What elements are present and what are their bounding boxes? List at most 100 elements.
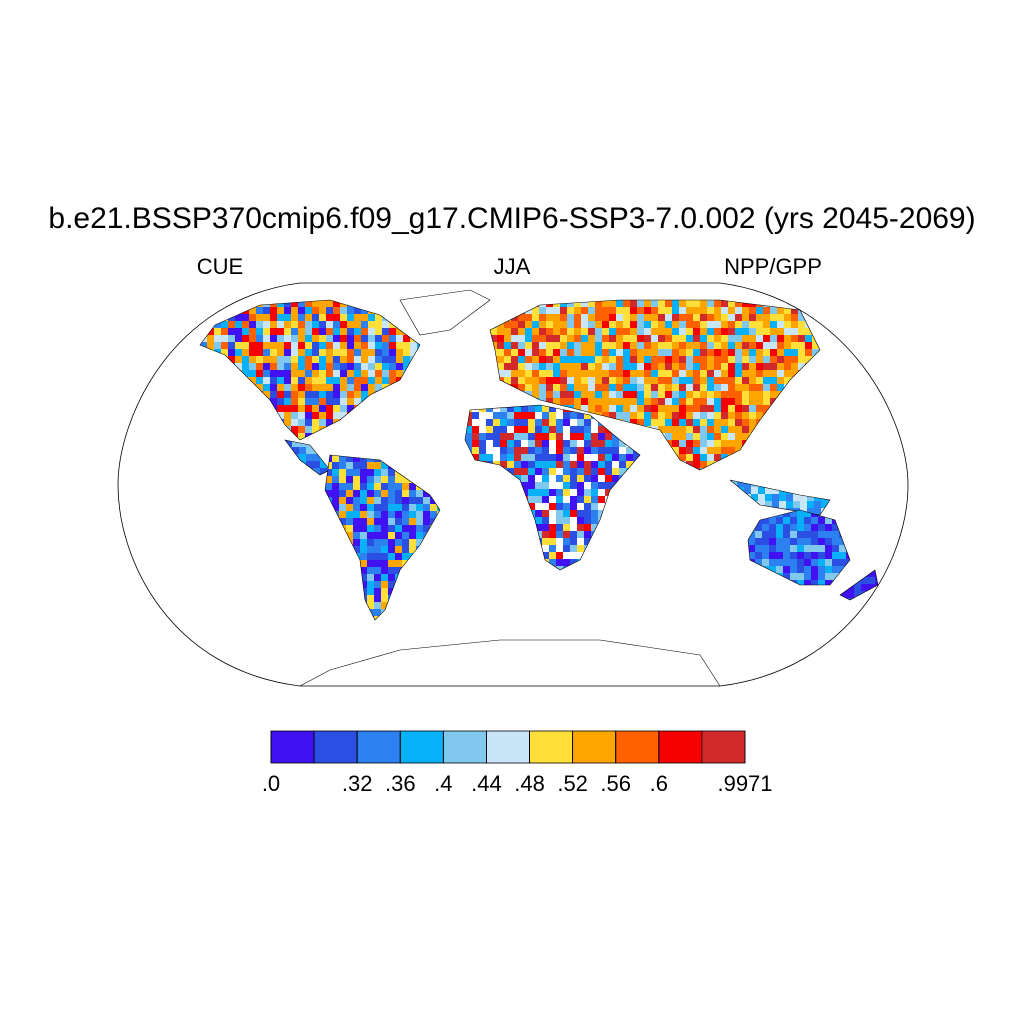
land-cell — [497, 384, 504, 391]
land-cell — [388, 511, 395, 518]
land-cell — [567, 342, 574, 349]
land-cell — [700, 335, 707, 342]
land-cell — [270, 398, 277, 405]
land-cell — [570, 566, 577, 570]
land-cell — [514, 454, 521, 461]
land-cell — [256, 307, 263, 314]
land-cell — [504, 342, 511, 349]
land-cell — [228, 377, 235, 384]
land-cell — [403, 384, 410, 391]
land-cell — [542, 524, 549, 531]
land-cell — [805, 342, 812, 349]
land-cell — [784, 314, 791, 321]
land-cell — [200, 370, 207, 377]
land-cell — [584, 433, 591, 440]
land-cell — [497, 391, 504, 398]
land-cell — [325, 490, 332, 497]
land-cell — [735, 321, 742, 328]
land-cell — [637, 426, 644, 433]
land-cell — [556, 454, 563, 461]
land-cell — [735, 363, 742, 370]
land-cell — [277, 356, 284, 363]
land-cell — [326, 307, 333, 314]
land-cell — [749, 412, 756, 419]
land-cell — [758, 508, 765, 515]
land-cell — [602, 377, 609, 384]
land-cell — [730, 494, 737, 501]
land-cell — [707, 307, 714, 314]
land-cell — [361, 300, 368, 307]
land-cell — [605, 433, 612, 440]
land-cell — [367, 497, 374, 504]
land-cell — [353, 518, 360, 525]
land-cell — [791, 314, 798, 321]
land-cell — [221, 370, 228, 377]
land-cell — [325, 574, 332, 581]
land-cell — [490, 300, 497, 307]
land-cell — [770, 454, 777, 461]
land-cell — [320, 454, 327, 461]
land-cell — [584, 468, 591, 475]
land-cell — [791, 461, 798, 468]
land-cell — [514, 538, 521, 545]
land-cell — [763, 391, 770, 398]
land-cell — [200, 335, 207, 342]
land-cell — [756, 307, 763, 314]
land-cell — [846, 517, 850, 524]
land-cell — [818, 524, 825, 531]
land-cell — [777, 433, 784, 440]
land-cell — [333, 419, 340, 426]
land-cell — [539, 328, 546, 335]
land-cell — [332, 525, 339, 532]
land-cell — [612, 566, 619, 570]
land-cell — [790, 545, 797, 552]
land-cell — [598, 461, 605, 468]
land-cell — [623, 321, 630, 328]
land-cell — [612, 503, 619, 510]
land-cell — [588, 391, 595, 398]
land-cell — [504, 370, 511, 377]
land-cell — [403, 349, 410, 356]
land-cell — [658, 419, 665, 426]
land-cell — [298, 314, 305, 321]
land-cell — [605, 531, 612, 538]
land-cell — [742, 447, 749, 454]
land-cell — [798, 419, 805, 426]
land-cell — [577, 503, 584, 510]
land-cell — [563, 412, 570, 419]
land-cell — [549, 461, 556, 468]
land-cell — [514, 433, 521, 440]
land-cell — [749, 342, 756, 349]
land-cell — [790, 531, 797, 538]
land-cell — [409, 469, 416, 476]
land-cell — [591, 461, 598, 468]
land-cell — [619, 468, 626, 475]
land-cell — [623, 412, 630, 419]
land-cell — [616, 342, 623, 349]
land-cell — [340, 398, 347, 405]
land-cell — [486, 482, 493, 489]
land-cell — [221, 363, 228, 370]
land-cell — [811, 566, 818, 573]
land-cell — [714, 440, 721, 447]
land-cell — [762, 538, 769, 545]
land-cell — [679, 321, 686, 328]
land-cell — [644, 349, 651, 356]
land-cell — [626, 461, 633, 468]
land-cell — [633, 566, 640, 570]
land-cell — [748, 573, 755, 580]
land-cell — [270, 321, 277, 328]
land-cell — [228, 419, 235, 426]
land-cell — [388, 567, 395, 574]
land-cell — [325, 511, 332, 518]
land-cell — [235, 384, 242, 391]
land-cell — [769, 510, 776, 517]
land-cell — [514, 517, 521, 524]
land-cell — [375, 405, 382, 412]
land-cell — [200, 349, 207, 356]
land-cell — [514, 419, 521, 426]
land-cell — [658, 440, 665, 447]
colorbar-box — [270, 730, 315, 764]
land-cell — [679, 405, 686, 412]
land-cell — [679, 377, 686, 384]
